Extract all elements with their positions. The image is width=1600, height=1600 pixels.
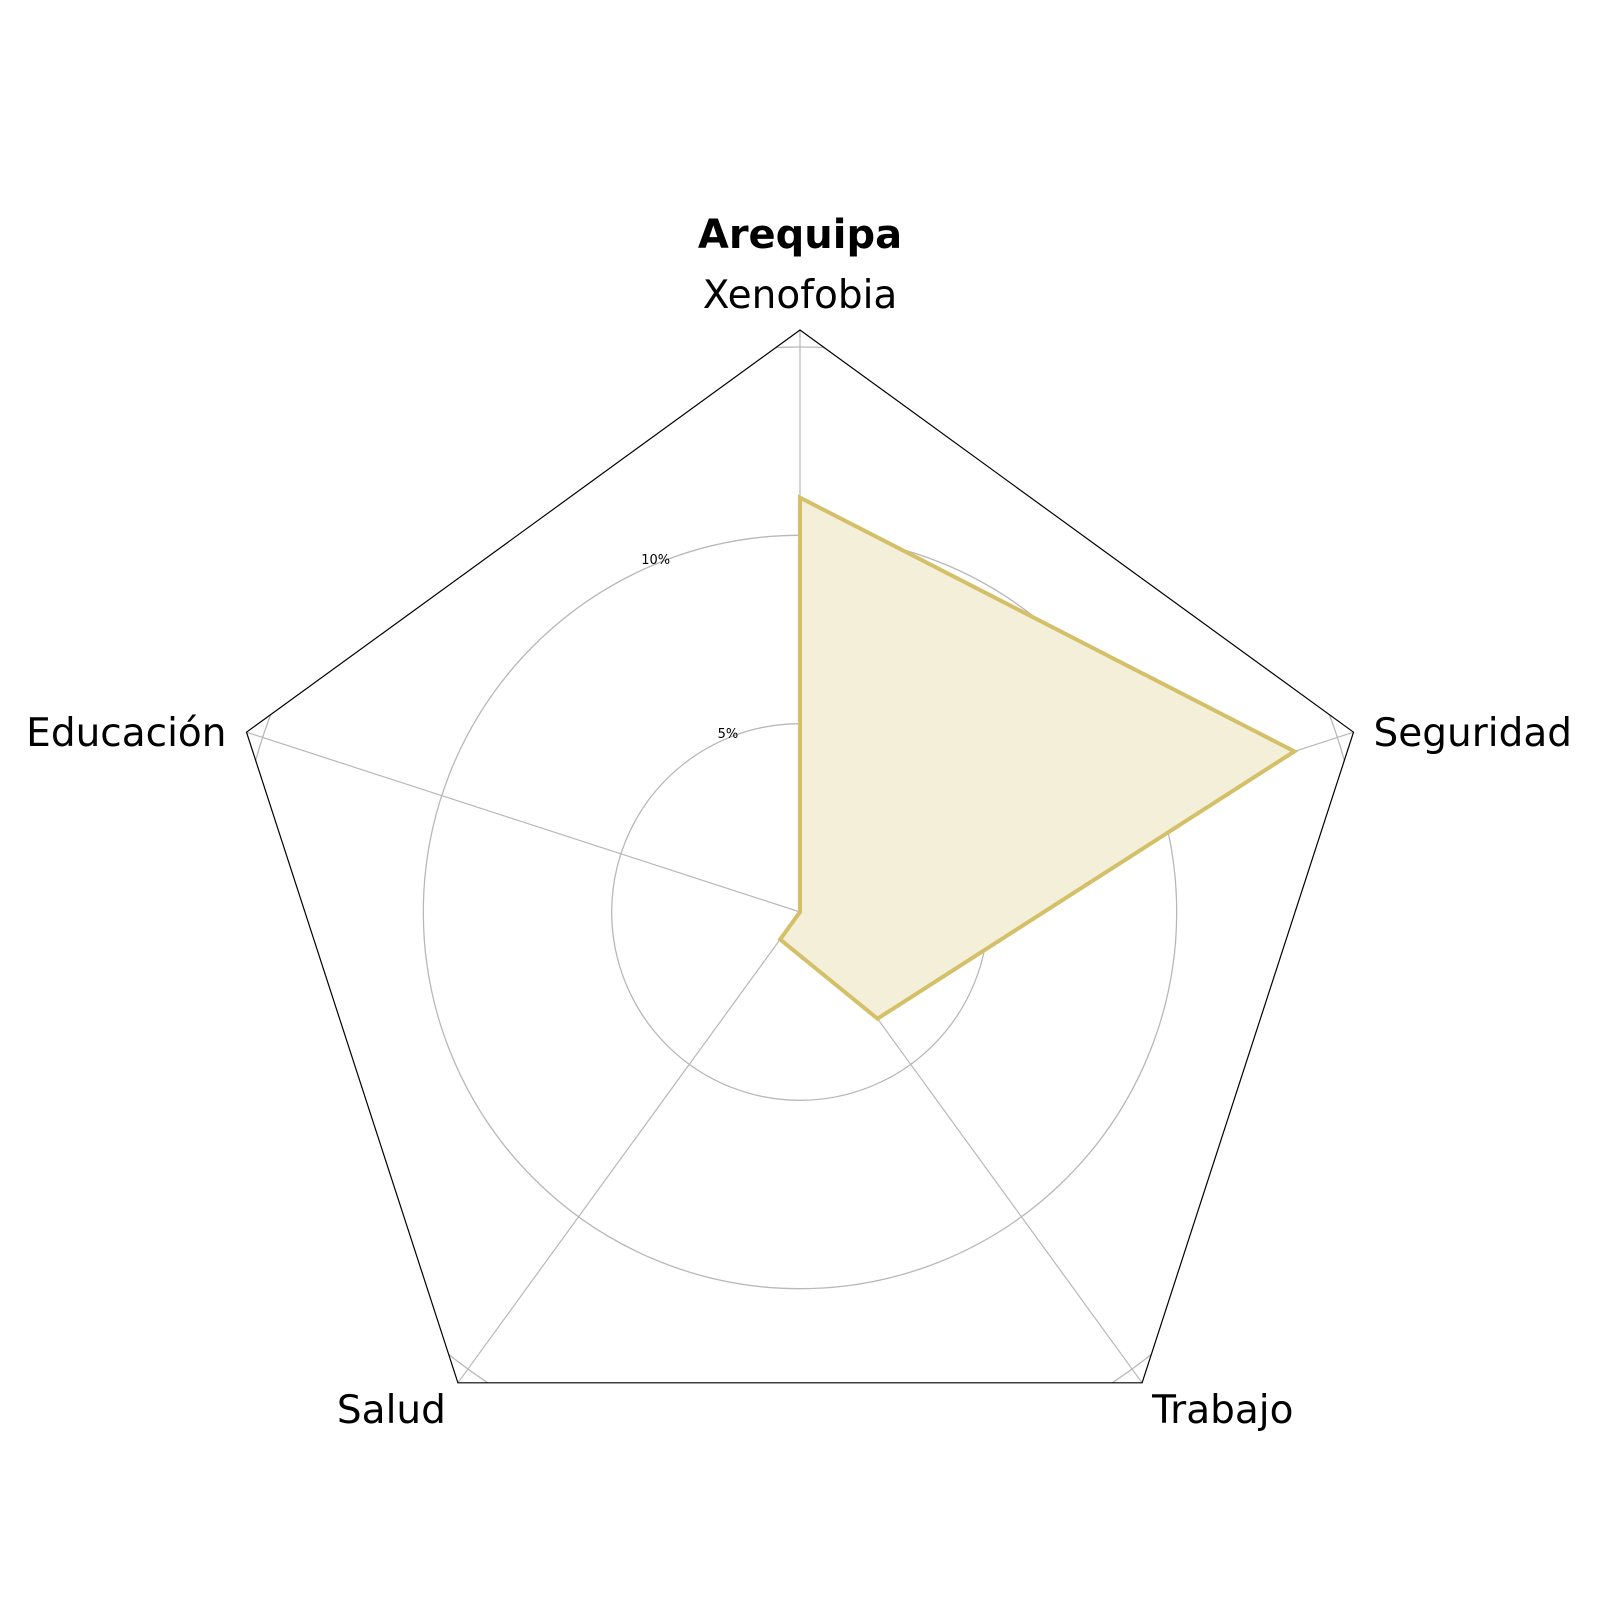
axis-label-trabajo: Trabajo	[1151, 1388, 1293, 1433]
axis-label-educacion: Educación	[26, 711, 226, 756]
axis-label-salud: Salud	[337, 1388, 446, 1433]
axis-label-xenofobia: Xenofobia	[703, 273, 898, 318]
series-line	[777, 494, 1299, 1022]
axis-label-seguridad: Seguridad	[1374, 711, 1573, 756]
tick-label-5: 5%	[718, 727, 739, 742]
series-fill	[780, 497, 1295, 1019]
spoke-4	[457, 911, 801, 1384]
series-layer	[777, 494, 1299, 1022]
radial-tick-labels: 5% 10%	[641, 553, 738, 742]
spoke-5	[246, 731, 801, 913]
tick-label-10: 10%	[641, 553, 670, 568]
chart-frame	[245, 329, 1355, 1384]
axis-labels: Xenofobia Seguridad Trabajo Salud Educación	[26, 273, 1572, 1433]
chart-title: Arequipa	[698, 212, 902, 258]
